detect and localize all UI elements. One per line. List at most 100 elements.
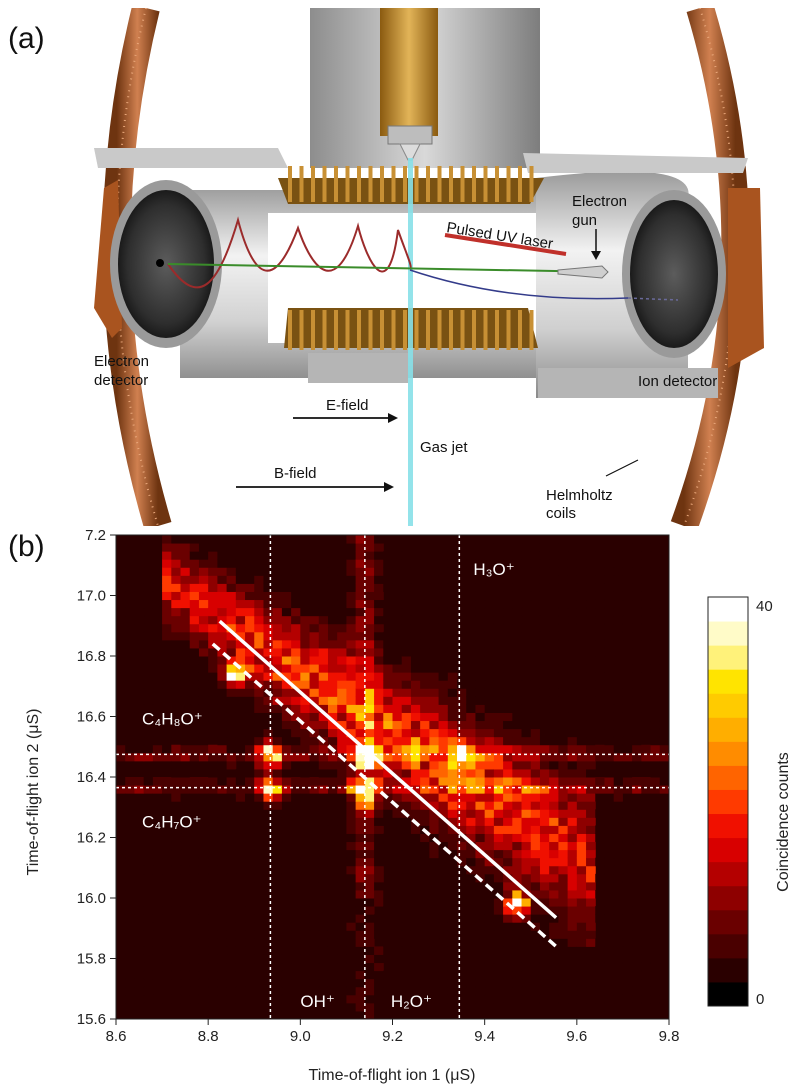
heatmap-cell [364, 575, 375, 584]
heatmap-cell [420, 656, 430, 665]
heatmap-cell [493, 752, 504, 762]
heatmap-cell [392, 962, 403, 972]
heatmap-cell [346, 857, 357, 867]
heatmap-cell [263, 744, 274, 754]
heatmap-cell [484, 849, 495, 859]
heatmap-cell [364, 647, 375, 657]
heatmap-cell [217, 978, 228, 988]
heatmap-cell [447, 777, 458, 786]
heatmap-cell [521, 922, 532, 931]
heatmap-cell [576, 962, 587, 972]
heatmap-cell [613, 760, 624, 770]
heatmap-cell [586, 623, 596, 633]
heatmap-cell [567, 567, 578, 576]
heatmap-cell [208, 768, 218, 778]
heatmap-cell [466, 873, 476, 883]
heatmap-cell [309, 599, 320, 609]
heatmap-cell [613, 535, 624, 544]
heatmap-cell [125, 777, 135, 786]
heatmap-cell [272, 744, 283, 754]
heatmap-cell [291, 752, 301, 762]
heatmap-cell [521, 833, 532, 843]
heatmap-cell [484, 760, 495, 770]
heatmap-cell [503, 736, 513, 746]
heatmap-cell [309, 970, 320, 980]
heatmap-cell [162, 922, 172, 931]
heatmap-cell [162, 615, 172, 625]
heatmap-cell [401, 631, 412, 641]
heatmap-cell [364, 559, 375, 568]
heatmap-cell [466, 704, 476, 713]
heatmap-cell [493, 914, 504, 923]
heatmap-cell [493, 898, 504, 907]
heatmap-cell [429, 744, 440, 754]
heatmap-cell [586, 785, 596, 794]
heatmap-cell [493, 801, 504, 810]
heatmap-cell [632, 914, 642, 923]
heatmap-cell [586, 865, 596, 875]
heatmap-cell [530, 559, 541, 568]
heatmap-cell [189, 672, 200, 681]
heatmap-cell [392, 672, 403, 681]
heatmap-cell [457, 946, 467, 955]
heatmap-cell [180, 1002, 191, 1012]
heatmap-cell [493, 607, 504, 617]
heatmap-cell [337, 615, 347, 625]
heatmap-cell [374, 986, 384, 996]
heatmap-cell [539, 777, 550, 786]
heatmap-cell [420, 922, 430, 931]
heatmap-cell [558, 664, 569, 673]
heatmap-cell [429, 696, 440, 705]
heatmap-cell [281, 994, 292, 1004]
heatmap-cell [503, 647, 513, 657]
heatmap-cell [641, 849, 652, 859]
heatmap-cell [567, 623, 578, 633]
heatmap-cell [576, 543, 587, 552]
heatmap-cell [281, 970, 292, 980]
heatmap-cell [309, 914, 320, 923]
heatmap-cell [503, 833, 513, 843]
heatmap-cell [503, 962, 513, 972]
heatmap-cell [410, 680, 421, 689]
heatmap-cell [429, 914, 440, 923]
heatmap-cell [318, 881, 329, 891]
heatmap-cell [245, 567, 255, 576]
heatmap-cell [337, 744, 347, 754]
heatmap-cell [374, 914, 384, 923]
heatmap-cell [355, 825, 366, 834]
heatmap-cell [484, 567, 495, 576]
heatmap-cell [466, 978, 476, 988]
heatmap-cell [180, 543, 191, 552]
heatmap-cell [254, 938, 264, 947]
heatmap-cell [539, 841, 550, 851]
heatmap-cell [595, 575, 605, 584]
heatmap-cell [604, 1010, 615, 1020]
heatmap-cell [641, 591, 652, 601]
heatmap-cell [493, 865, 504, 875]
heatmap-cell [245, 631, 255, 641]
heatmap-cell [281, 688, 292, 697]
heatmap-cell [586, 704, 596, 713]
heatmap-cell [337, 914, 347, 923]
heatmap-cell [217, 817, 228, 826]
heatmap-cell [189, 543, 200, 552]
heatmap-cell [576, 898, 587, 907]
heatmap-cell [383, 567, 393, 576]
heatmap-cell [401, 599, 412, 609]
heatmap-cell [263, 672, 274, 681]
heatmap-cell [235, 914, 246, 923]
heatmap-cell [245, 647, 255, 657]
heatmap-cell [567, 744, 578, 754]
heatmap-cell [364, 535, 375, 544]
b-field-label: B-field [274, 465, 317, 482]
heatmap-cell [475, 688, 486, 697]
heatmap-cell [503, 922, 513, 931]
heatmap-cell [189, 857, 200, 867]
heatmap-cell [622, 623, 633, 633]
heatmap-cell [466, 688, 476, 697]
heatmap-cell [401, 647, 412, 657]
heatmap-cell [272, 599, 283, 609]
heatmap-cell [632, 631, 642, 641]
heatmap-cell [374, 760, 384, 770]
heatmap-cell [327, 1010, 338, 1020]
